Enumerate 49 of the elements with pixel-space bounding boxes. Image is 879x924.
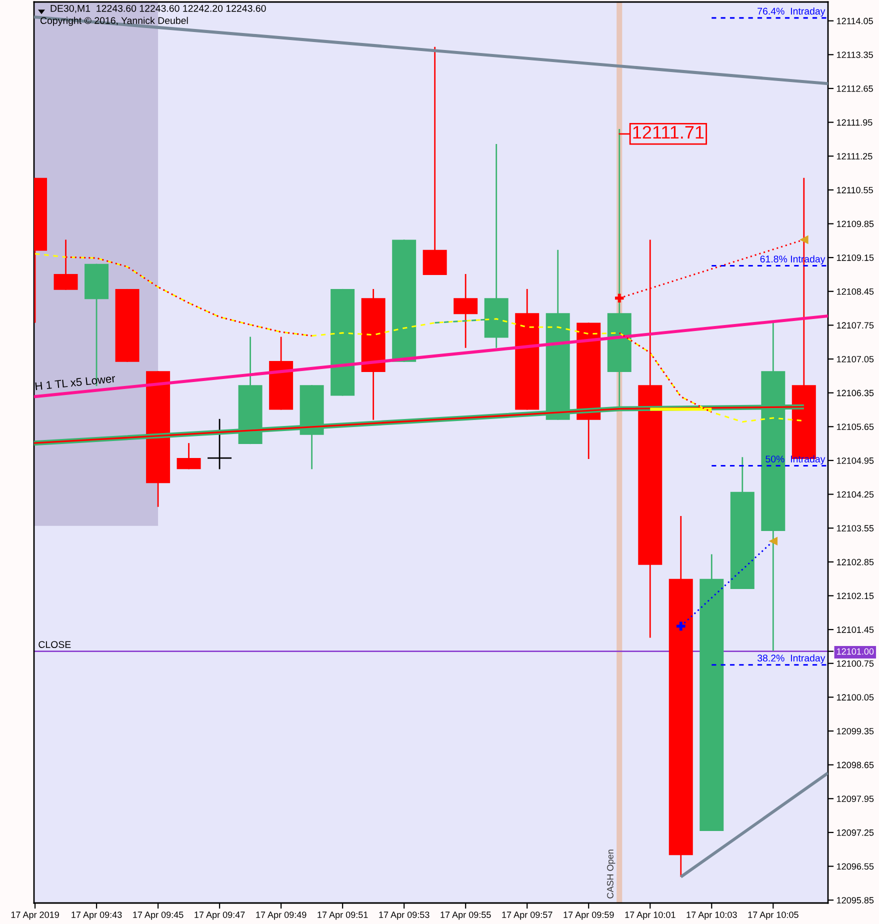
series-label: 76.4% Intraday [758, 7, 826, 17]
y-tick-label: 12110.55 [837, 186, 873, 194]
x-tick-label: 17 Apr 09:47 [194, 912, 245, 920]
y-tick-label: 12101.45 [837, 626, 874, 633]
y-tick-label: 12097.25 [837, 829, 874, 836]
x-tick-label: 17 Apr 2019 [11, 912, 59, 920]
series-label: 38.2% Intraday [758, 654, 826, 664]
chart-title: DE30,M1 12243.60 12243.60 12242.20 12243.60 [50, 4, 266, 13]
annotation: Copyright © 2016, Yannick Deubel [40, 16, 188, 26]
y-tick-label: 12095.85 [837, 897, 874, 904]
y-tick-label: 12113.35 [837, 52, 873, 58]
annotation: 12111.71 [633, 126, 704, 139]
x-tick-label: 17 Apr 09:55 [440, 912, 491, 920]
y-tick-label: 12098.65 [837, 762, 874, 768]
x-tick-label: 17 Apr 10:01 [625, 912, 676, 920]
y-tick-label: 12114.05 [837, 18, 873, 24]
y-tick-label: 12107.05 [837, 356, 874, 362]
y-tick-label: 12107.75 [837, 322, 874, 329]
y-tick-label: 12097.95 [837, 796, 874, 802]
text: H 1 TL x5 Lower [35, 374, 116, 390]
y-tick-label: 12105.65 [837, 424, 874, 430]
y-tick-label: 12096.55 [837, 863, 874, 870]
y-tick-label: 12102.85 [837, 558, 874, 566]
x-tick-label: 17 Apr 09:43 [72, 912, 122, 920]
y-tick-label: 12099.35 [837, 728, 874, 734]
y-tick-label: 12100.05 [837, 694, 874, 701]
y-tick-label: 12106.35 [837, 390, 874, 396]
y-tick-label: 12104.25 [837, 491, 874, 498]
ref-line-label: CLOSE [38, 641, 71, 648]
x-tick-label: 17 Apr 09:53 [379, 912, 430, 920]
y-tick-label: 12108.45 [837, 288, 874, 295]
x-tick-label: 17 Apr 10:03 [686, 912, 737, 920]
x-tick-label: 17 Apr 09:59 [564, 912, 614, 920]
y-tick-label: 12112.65 [837, 85, 873, 92]
x-tick-label: 17 Apr 09:49 [256, 912, 306, 920]
y-tick-label: 12103.55 [837, 525, 874, 532]
y-tick-label: 12102.15 [837, 592, 874, 600]
y-tick-label: 12109.15 [837, 254, 874, 261]
x-tick-label: 17 Apr 09:57 [502, 912, 552, 920]
x-tick-label: 17 Apr 10:05 [748, 912, 798, 920]
x-tick-label: 17 Apr 09:51 [318, 912, 368, 920]
y-tick-label: 12111.25 [837, 153, 872, 160]
y-tick-label: 12100.75 [837, 660, 874, 667]
y-tick-label: 12104.95 [837, 457, 874, 464]
x-tick-label: 17 Apr 09:45 [133, 912, 184, 920]
y-tick-label: 12101.00 [837, 648, 874, 655]
y-tick-label: 12109.85 [837, 220, 874, 228]
ref-line-label: CASH Open [607, 850, 616, 898]
y-tick-label: 12111.95 [837, 119, 872, 126]
